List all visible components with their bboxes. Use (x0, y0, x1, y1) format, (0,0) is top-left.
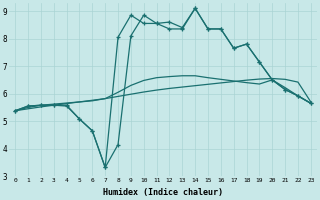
X-axis label: Humidex (Indice chaleur): Humidex (Indice chaleur) (103, 188, 223, 197)
